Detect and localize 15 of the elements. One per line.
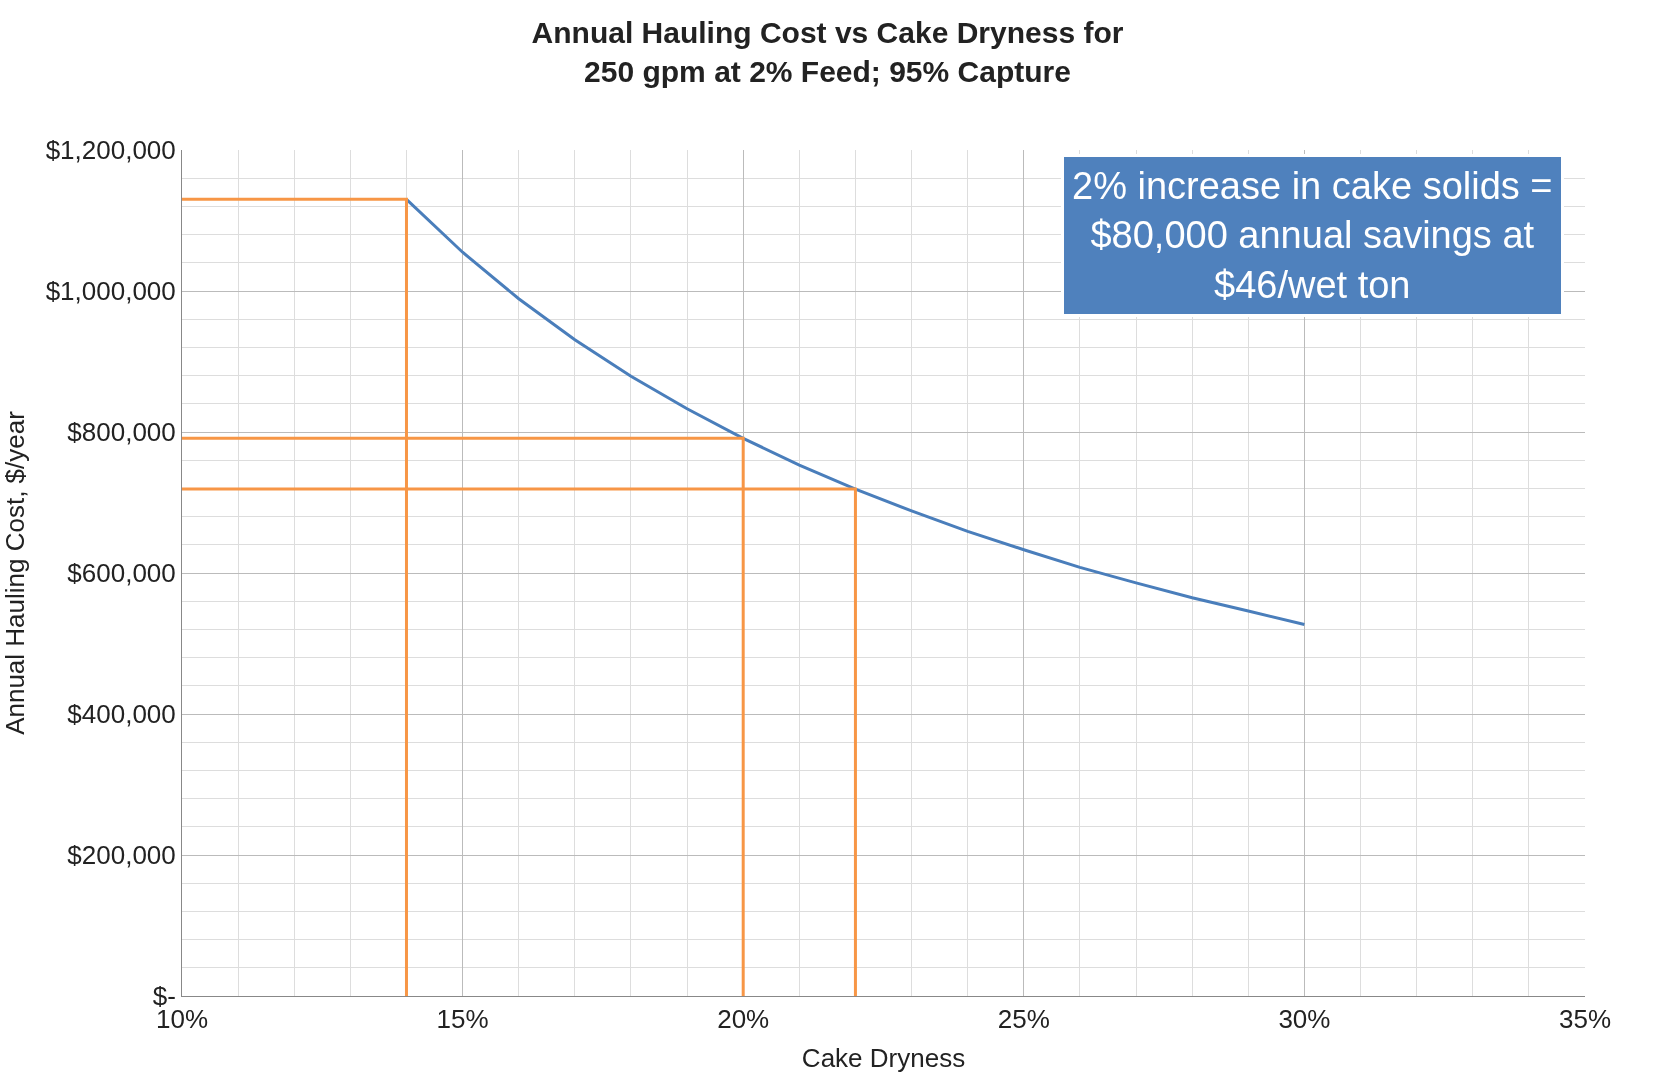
x-axis-title: Cake Dryness [801, 1042, 966, 1073]
y-tick-label: $1,000,000 [45, 276, 176, 307]
y-axis-title: Annual Hauling Cost, $/year [0, 410, 30, 735]
x-tick-label: 15% [436, 1004, 489, 1035]
y-tick-label: $600,000 [67, 558, 176, 589]
x-tick-label: 25% [997, 1004, 1050, 1035]
y-tick-label: $400,000 [67, 699, 176, 730]
y-tick-label: $1,200,000 [45, 135, 176, 166]
y-tick-label: $200,000 [67, 840, 176, 871]
annotation: 2% increase in cake solids = $80,000 annual savings at $46/wet ton [1072, 165, 1553, 306]
chart-title: Annual Hauling Cost vs Cake Dryness for 250 gpm at 2% Feed; 95% Capture [531, 16, 1124, 89]
x-tick-label: 20% [717, 1004, 770, 1035]
x-tick-label: 30% [1278, 1004, 1331, 1035]
x-tick-label: 35% [1558, 1004, 1612, 1035]
y-tick-label: $800,000 [67, 417, 176, 448]
